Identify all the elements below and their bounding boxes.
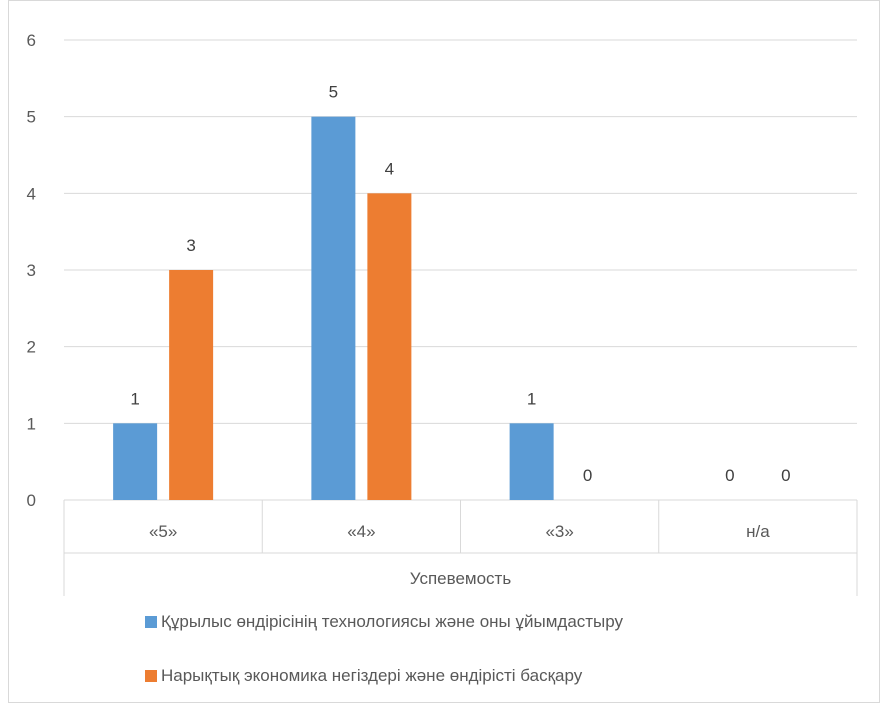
legend-swatch-series-1 (145, 616, 157, 628)
bar-series2-cat1 (169, 270, 213, 500)
data-label-series1-cat1: 1 (130, 389, 139, 408)
data-label-series2-cat1: 3 (186, 236, 195, 255)
bar-series2-cat2 (367, 193, 411, 500)
bar-series1-cat3 (510, 423, 554, 500)
chart-frame (9, 1, 880, 703)
y-tick-label-3: 3 (27, 261, 36, 280)
bar-series1-cat1 (113, 423, 157, 500)
data-label-series2-cat4: 0 (781, 466, 790, 485)
bar-series1-cat2 (311, 117, 355, 500)
y-tick-label-6: 6 (27, 31, 36, 50)
data-label-series2-cat2: 4 (385, 159, 394, 178)
data-label-series2-cat3: 0 (583, 466, 592, 485)
data-label-series1-cat4: 0 (725, 466, 734, 485)
legend-item-series-2: Нарықтық экономика негіздері және өндірі… (145, 666, 582, 686)
x-axis-title: Успевемость (410, 569, 512, 588)
data-label-series1-cat2: 5 (329, 83, 338, 102)
legend-swatch-series-2 (145, 670, 157, 682)
y-tick-label-2: 2 (27, 338, 36, 357)
legend-label-series-2: Нарықтық экономика негіздері және өндірі… (161, 666, 582, 686)
y-tick-label-4: 4 (27, 184, 36, 203)
x-category-label-3: «3» (545, 522, 573, 541)
y-tick-label-1: 1 (27, 414, 36, 433)
legend-item-series-1: Құрылыс өндірісінің технологиясы және он… (145, 612, 623, 632)
legend-label-series-1: Құрылыс өндірісінің технологиясы және он… (161, 612, 623, 632)
y-tick-label-0: 0 (27, 491, 36, 510)
data-label-series1-cat3: 1 (527, 389, 536, 408)
x-category-label-2: «4» (347, 522, 375, 541)
y-tick-label-5: 5 (27, 108, 36, 127)
x-category-label-1: «5» (149, 522, 177, 541)
x-category-label-4: н/а (746, 522, 770, 541)
